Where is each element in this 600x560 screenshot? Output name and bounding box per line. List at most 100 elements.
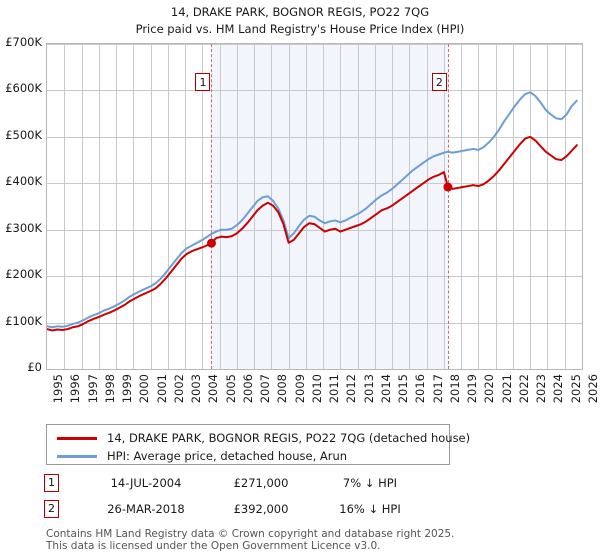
x-tick-label: 2008 [275, 374, 290, 404]
x-tick-label: 2005 [223, 374, 238, 404]
x-tick-label: 2011 [327, 374, 342, 404]
transaction-hpi-delta: 7% ↓ HPI [342, 476, 398, 490]
gridline-vertical [99, 44, 100, 369]
x-axis: 1995 1996 1997 1998 1999 2000 2001 2002 2003 2004… [51, 374, 600, 404]
x-tick-label: 2020 [482, 374, 497, 404]
gridline-vertical [375, 44, 376, 369]
legend-color-swatch [57, 436, 97, 440]
event-line-1 [211, 44, 213, 369]
legend-item: 14, DRAKE PARK, BOGNOR REGIS, PO22 7QG (… [47, 428, 470, 448]
x-tick-label: 2023 [534, 374, 549, 404]
gridline-vertical [306, 44, 307, 369]
gridline-vertical [82, 44, 83, 369]
transaction-date: 14-JUL-2004 [110, 476, 182, 490]
x-tick-label: 2003 [189, 374, 204, 404]
legend-label: 14, DRAKE PARK, BOGNOR REGIS, PO22 7QG (… [107, 431, 471, 445]
y-axis: £0 £100K £200K £300K £400K £500K £600K £700K [5, 35, 42, 373]
transaction-price: £271,000 [233, 476, 289, 490]
x-tick-label: 2004 [206, 374, 221, 404]
gridline-vertical [340, 44, 341, 369]
x-tick-label: 2009 [292, 374, 307, 404]
footer-line-2: This data is licensed under the Open Gov… [46, 540, 381, 552]
gridline-horizontal [47, 230, 582, 231]
price-series-plot [47, 91, 578, 332]
x-tick-label: 2017 [430, 374, 445, 404]
gridline-vertical [496, 44, 497, 369]
x-tick-label: 2015 [396, 374, 411, 404]
gridline-vertical [289, 44, 290, 369]
gridline-horizontal [47, 183, 582, 184]
chart-legend: 14, DRAKE PARK, BOGNOR REGIS, PO22 7QG (… [46, 424, 470, 466]
series-line [47, 91, 578, 329]
gridline-vertical [237, 44, 238, 369]
title-line-1: 14, DRAKE PARK, BOGNOR REGIS, PO22 7QG [170, 5, 430, 19]
x-tick-label: 2025 [568, 374, 583, 404]
legend-item: HPI: Average price, detached house, Arun [47, 446, 347, 466]
series-line [47, 135, 578, 332]
transaction-badge: 1 [44, 474, 59, 492]
ownership-period-shading [211, 44, 448, 369]
x-tick-label: 1998 [102, 374, 117, 404]
x-tick-label: 2000 [137, 374, 152, 404]
x-tick-label: 2016 [413, 374, 428, 404]
transaction-price: £392,000 [233, 502, 289, 516]
transaction-point-1[interactable] [206, 238, 216, 248]
gridline-horizontal [47, 137, 582, 138]
y-tick-label: £700K [5, 35, 42, 49]
x-tick-label: 1997 [85, 374, 100, 404]
gridline-vertical [547, 44, 548, 369]
x-tick-label: 2022 [516, 374, 531, 404]
gridline-vertical [358, 44, 359, 369]
transaction-point-2[interactable] [443, 182, 453, 192]
gridline-vertical [168, 44, 169, 369]
x-tick-label: 2007 [258, 374, 273, 404]
gridline-horizontal [47, 44, 582, 45]
footer-line-1: Contains HM Land Registry data © Crown c… [46, 528, 455, 540]
x-tick-label: 2021 [499, 374, 514, 404]
event-line-2 [447, 44, 449, 369]
x-tick-label: 2019 [465, 374, 480, 404]
y-tick-label: £300K [5, 220, 42, 235]
gridline-vertical [513, 44, 514, 369]
x-tick-label: 1999 [120, 374, 135, 404]
legend-color-swatch [57, 454, 97, 458]
transaction-row[interactable]: 1 14-JUL-2004 £271,000 7% ↓ HPI [44, 473, 464, 499]
legend-label: HPI: Average price, detached house, Arun [107, 449, 348, 463]
gridline-vertical [185, 44, 186, 369]
gridline-horizontal [47, 276, 582, 277]
page-title: 14, DRAKE PARK, BOGNOR REGIS, PO22 7QG P… [0, 4, 600, 38]
y-tick-label: £100K [5, 313, 42, 328]
gridline-vertical [151, 44, 152, 369]
gridline-vertical [409, 44, 410, 369]
y-tick-label: £200K [5, 267, 42, 282]
gridline-vertical [64, 44, 65, 369]
gridline-vertical [133, 44, 134, 369]
x-tick-label: 2002 [171, 374, 186, 404]
x-tick-label: 2010 [309, 374, 324, 404]
x-tick-label: 2014 [378, 374, 393, 404]
gridline-vertical [202, 44, 203, 369]
transaction-row[interactable]: 2 26-MAR-2018 £392,000 16% ↓ HPI [44, 499, 464, 525]
gridline-vertical [565, 44, 566, 369]
y-tick-label: £600K [5, 81, 42, 96]
transaction-hpi-delta: 16% ↓ HPI [339, 502, 401, 516]
gridline-vertical [254, 44, 255, 369]
gridline-vertical [461, 44, 462, 369]
gridline-vertical [271, 44, 272, 369]
transaction-date: 26-MAR-2018 [107, 502, 185, 516]
title-line-2: Price paid vs. HM Land Registry's House … [135, 22, 465, 36]
transaction-badge: 2 [44, 500, 59, 518]
gridline-vertical [323, 44, 324, 369]
x-tick-label: 2001 [154, 374, 169, 404]
gridline-vertical [220, 44, 221, 369]
y-tick-label: £400K [5, 174, 42, 189]
event-badge-2[interactable]: 2 [431, 73, 447, 91]
x-tick-label: 2013 [361, 374, 376, 404]
gridline-vertical [427, 44, 428, 369]
gridline-horizontal [47, 90, 582, 91]
gridline-vertical [444, 44, 445, 369]
x-tick-label: 1996 [68, 374, 83, 404]
event-badge-1[interactable]: 1 [195, 73, 211, 91]
gridline-vertical [530, 44, 531, 369]
